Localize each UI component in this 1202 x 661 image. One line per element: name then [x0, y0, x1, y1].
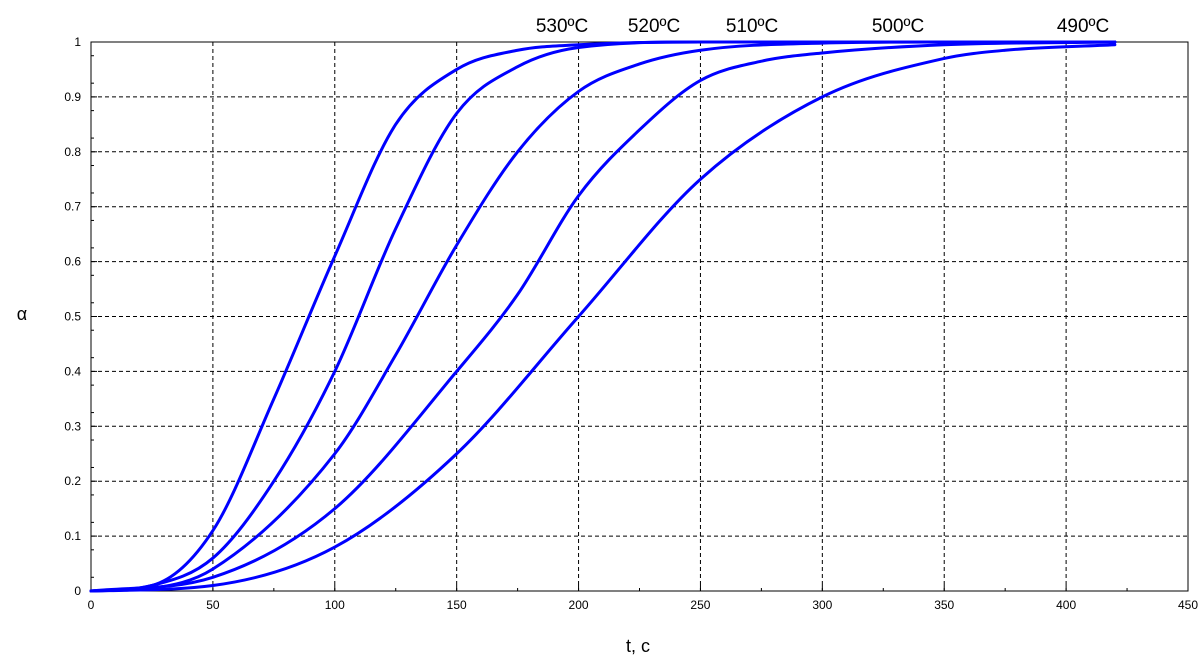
x-tick-label: 300: [812, 598, 832, 612]
x-axis-label: t, c: [626, 636, 650, 656]
y-tick-label: 0.6: [64, 255, 81, 269]
series-layer: [89, 40, 1117, 593]
x-tick-label: 150: [447, 598, 467, 612]
x-tick-label: 250: [690, 598, 710, 612]
y-tick-label: 0.3: [64, 419, 81, 433]
y-tick-label: 0.7: [64, 200, 81, 214]
y-tick-label: 0.8: [64, 145, 81, 159]
x-tick-label: 400: [1056, 598, 1076, 612]
series-label-4: 490ºC: [1057, 16, 1109, 37]
series-label-2: 510ºC: [726, 16, 778, 37]
x-tick-label: 100: [325, 598, 345, 612]
x-tick-label: 50: [206, 598, 220, 612]
x-tick-label: 350: [934, 598, 954, 612]
series-line-4: [89, 43, 1117, 593]
x-tick-label: 0: [88, 598, 95, 612]
y-tick-label: 0: [74, 584, 81, 598]
series-line-3: [89, 40, 1117, 593]
series-label-3: 500ºC: [872, 16, 924, 37]
y-tick-label: 0.2: [64, 474, 81, 488]
series-labels: 530ºC 520ºC 510ºC 500ºC 490ºC: [536, 16, 1109, 37]
grid-layer: [91, 42, 1188, 591]
y-axis-label: α: [17, 304, 27, 324]
y-tick-label: 0.4: [64, 364, 81, 378]
y-tick-label: 0.9: [64, 90, 81, 104]
y-tick-label: 1: [74, 35, 81, 49]
series-label-0: 530ºC: [536, 16, 588, 37]
y-tick-label: 0.5: [64, 310, 81, 324]
series-line-2: [89, 40, 1117, 593]
series-label-1: 520ºC: [628, 16, 680, 37]
x-tick-label: 200: [569, 598, 589, 612]
ticks-layer: 0 50 100 150 200 250 300 350 400 450 0 0.1 0.2 0.3 0.4…: [64, 35, 1198, 612]
x-tick-label: 450: [1178, 598, 1198, 612]
y-tick-label: 0.1: [64, 529, 81, 543]
